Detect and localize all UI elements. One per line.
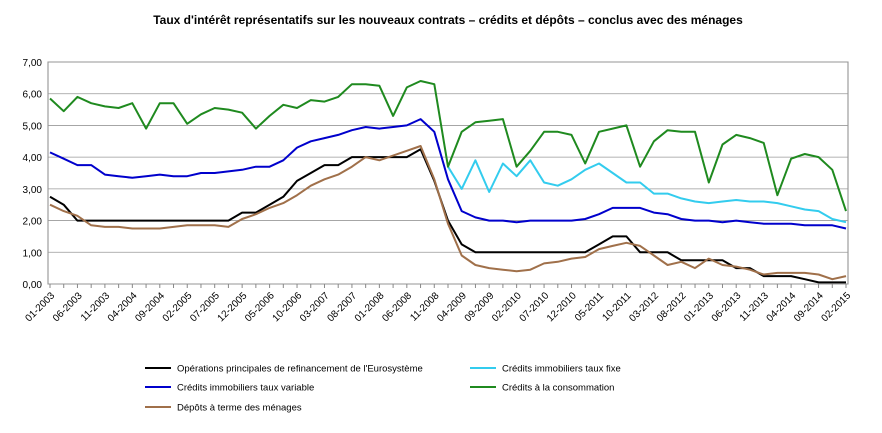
- y-tick-label: 0,00: [23, 280, 43, 291]
- legend-label: Crédits immobiliers taux variable: [177, 383, 314, 394]
- series-line: [49, 145, 847, 281]
- legend-label: Crédits à la consommation: [502, 383, 614, 394]
- series-line: [49, 148, 846, 284]
- chart-title: Taux d'intérêt représentatifs sur les no…: [153, 13, 743, 27]
- series-line: [447, 159, 847, 224]
- y-tick-label: 3,00: [23, 185, 43, 196]
- y-tick-label: 2,00: [23, 217, 43, 228]
- y-tick-label: 5,00: [23, 121, 43, 132]
- series-line: [49, 118, 847, 230]
- legend: [139, 351, 641, 423]
- y-tick-label: 6,00: [23, 90, 43, 101]
- x-tick-label: 06-2008: [380, 290, 414, 324]
- x-tick-label: 02-2015: [820, 290, 854, 324]
- y-tick-label: 7,00: [23, 58, 43, 69]
- series-line: [49, 80, 847, 212]
- x-tick-label: 05-2011: [573, 290, 607, 324]
- legend-label: Dépôts à terme des ménages: [177, 403, 302, 414]
- legend-label: Crédits immobiliers taux fixe: [502, 364, 621, 375]
- y-tick-label: 1,00: [23, 248, 43, 259]
- x-tick-label: 06-2013: [710, 290, 744, 324]
- x-tick-label: 06-2003: [51, 290, 85, 324]
- x-tick-label: 12-2010: [545, 290, 579, 324]
- y-tick-label: 4,00: [23, 153, 43, 164]
- legend-label: Opérations principales de refinancement …: [177, 364, 423, 375]
- plot-area: [47, 61, 849, 285]
